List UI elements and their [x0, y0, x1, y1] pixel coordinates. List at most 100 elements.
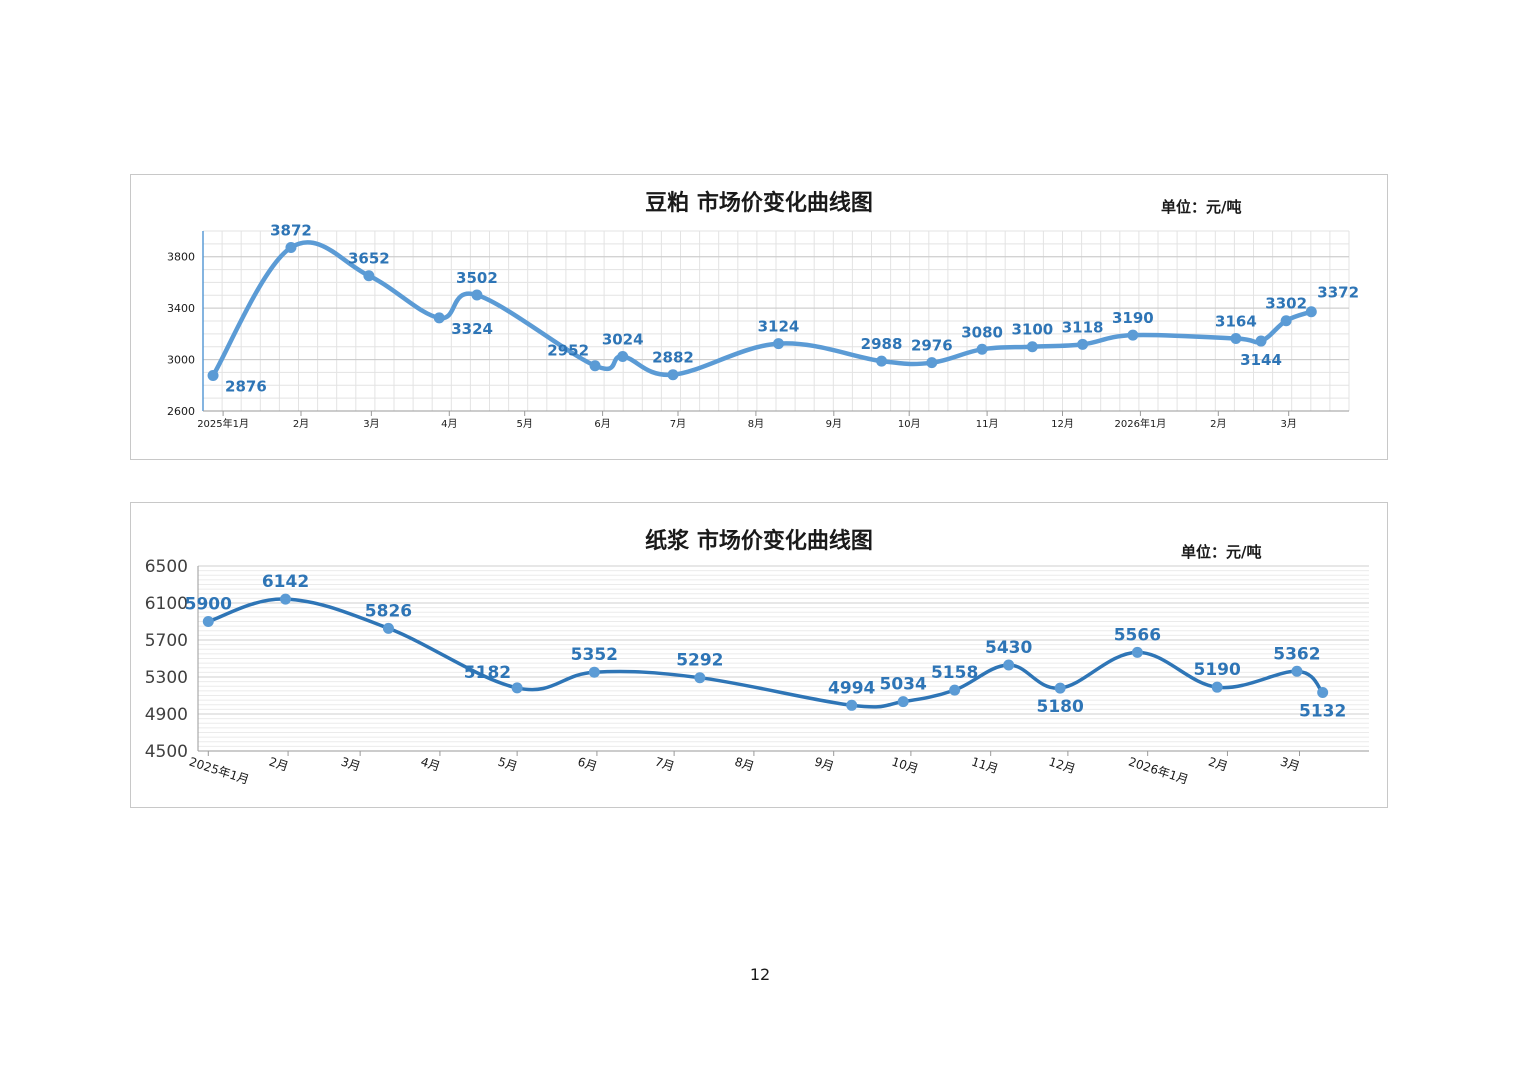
data-point: [363, 270, 375, 282]
x-tick-label: 5月: [496, 755, 519, 774]
x-tick-label: 7月: [653, 755, 676, 774]
data-label: 3190: [1112, 309, 1154, 327]
data-point: [285, 241, 297, 253]
data-label: 5292: [676, 651, 723, 671]
y-tick-label: 5300: [145, 668, 188, 688]
data-point: [1003, 659, 1015, 671]
chart-title: 纸浆 市场价变化曲线图: [645, 529, 873, 554]
data-label: 5190: [1193, 660, 1240, 680]
y-tick-label: 5700: [145, 631, 188, 651]
data-point: [1280, 315, 1292, 327]
data-label: 6142: [262, 572, 309, 592]
data-point: [207, 370, 219, 382]
x-tick-label: 2月: [267, 755, 290, 774]
chart-title: 豆粕 市场价变化曲线图: [645, 191, 873, 216]
x-tick-label: 3月: [1280, 418, 1296, 430]
data-point: [1317, 687, 1329, 699]
unit-label: 单位：元/吨: [1181, 543, 1262, 561]
data-point: [1054, 682, 1066, 694]
data-label: 5826: [365, 601, 412, 621]
data-point: [773, 338, 785, 350]
data-label: 2876: [225, 378, 267, 396]
series-line: [210, 240, 1314, 378]
data-label: 3024: [602, 330, 644, 348]
x-tick-label: 2025年1月: [197, 417, 249, 430]
x-tick-label: 9月: [826, 418, 842, 430]
x-tick-label: 3月: [1279, 755, 1302, 774]
data-point: [846, 699, 858, 711]
data-point: [897, 696, 909, 708]
data-point: [471, 289, 483, 301]
data-point: [694, 672, 706, 684]
data-point: [949, 684, 961, 696]
data-point: [1291, 665, 1303, 677]
x-tick-label: 2月: [293, 418, 309, 430]
grid: [198, 565, 1369, 752]
data-label: 3124: [758, 318, 800, 336]
pulp-chart-svg: 4500 4900 5300 5700 6100 6500 2025年1月 2月 3月 4月 5月 6…: [145, 557, 1369, 788]
data-point: [1077, 338, 1089, 350]
data-label: 3652: [348, 250, 390, 268]
data-label: 3164: [1215, 312, 1257, 330]
data-label: 2976: [911, 337, 953, 355]
data-label: 5180: [1037, 697, 1084, 717]
soybean-meal-chart: 2600 3000 3400 3800 2025年1月 2月 3月 4月 5月 6月 7月 8月 9月 1…: [130, 174, 1388, 460]
data-point: [1026, 341, 1038, 353]
x-tick-label: 11月: [970, 755, 1000, 777]
series-line: [206, 597, 1325, 709]
data-point: [1305, 306, 1317, 318]
data-label: 3100: [1011, 321, 1053, 339]
x-tick-label: 2月: [1207, 755, 1230, 774]
y-tick-label: 3400: [167, 302, 195, 315]
x-tick-label: 7月: [670, 418, 686, 430]
data-point: [1131, 646, 1143, 658]
data-point: [1127, 329, 1139, 341]
x-tick-label: 2026年1月: [1115, 417, 1167, 430]
data-label: 5362: [1273, 644, 1320, 664]
data-label: 2988: [861, 335, 903, 353]
x-tick-label: 8月: [733, 755, 756, 774]
data-point: [926, 357, 938, 369]
data-point: [876, 355, 888, 367]
data-point: [589, 360, 601, 372]
page-number: 12: [749, 965, 771, 984]
data-label: 3502: [456, 269, 498, 287]
y-tick-label: 4900: [145, 705, 188, 725]
data-label: 5158: [931, 663, 978, 683]
x-tick-label: 5月: [516, 418, 532, 430]
pulp-chart: 4500 4900 5300 5700 6100 6500 2025年1月 2月 3月 4月 5月 6…: [130, 502, 1388, 808]
x-tick-label: 2026年1月: [1127, 755, 1190, 788]
data-label: 3302: [1265, 295, 1307, 313]
data-label: 3144: [1240, 351, 1282, 369]
unit-label: 单位：元/吨: [1161, 198, 1242, 216]
data-point: [617, 350, 629, 362]
data-point: [1230, 332, 1242, 344]
x-tick-label: 10月: [890, 755, 920, 777]
data-point: [667, 369, 679, 381]
data-label: 5034: [880, 675, 927, 695]
x-tick-label: 10月: [898, 418, 921, 430]
y-tick-label: 3800: [167, 251, 195, 264]
data-point: [511, 682, 523, 694]
x-tick-label: 6月: [576, 755, 599, 774]
x-tick-label: 4月: [419, 755, 442, 774]
data-label: 4994: [828, 678, 875, 698]
x-tick-label: 3月: [363, 418, 379, 430]
x-tick-label: 12月: [1051, 418, 1074, 430]
data-label: 3372: [1317, 284, 1359, 302]
data-point: [382, 622, 394, 634]
data-label: 5182: [464, 663, 511, 683]
data-label: 3872: [270, 221, 312, 239]
x-tick-label: 2025年1月: [187, 755, 250, 788]
data-point: [1211, 681, 1223, 693]
x-tick-label: 4月: [441, 418, 457, 430]
data-label: 5132: [1299, 702, 1346, 722]
data-label: 3324: [451, 320, 493, 338]
y-tick-label: 6100: [145, 594, 188, 614]
data-label: 5430: [985, 638, 1032, 658]
x-tick-label: 6月: [594, 418, 610, 430]
data-label: 2882: [652, 349, 694, 367]
data-point: [1255, 335, 1267, 347]
data-point: [588, 666, 600, 678]
x-tick-label: 11月: [976, 418, 999, 430]
